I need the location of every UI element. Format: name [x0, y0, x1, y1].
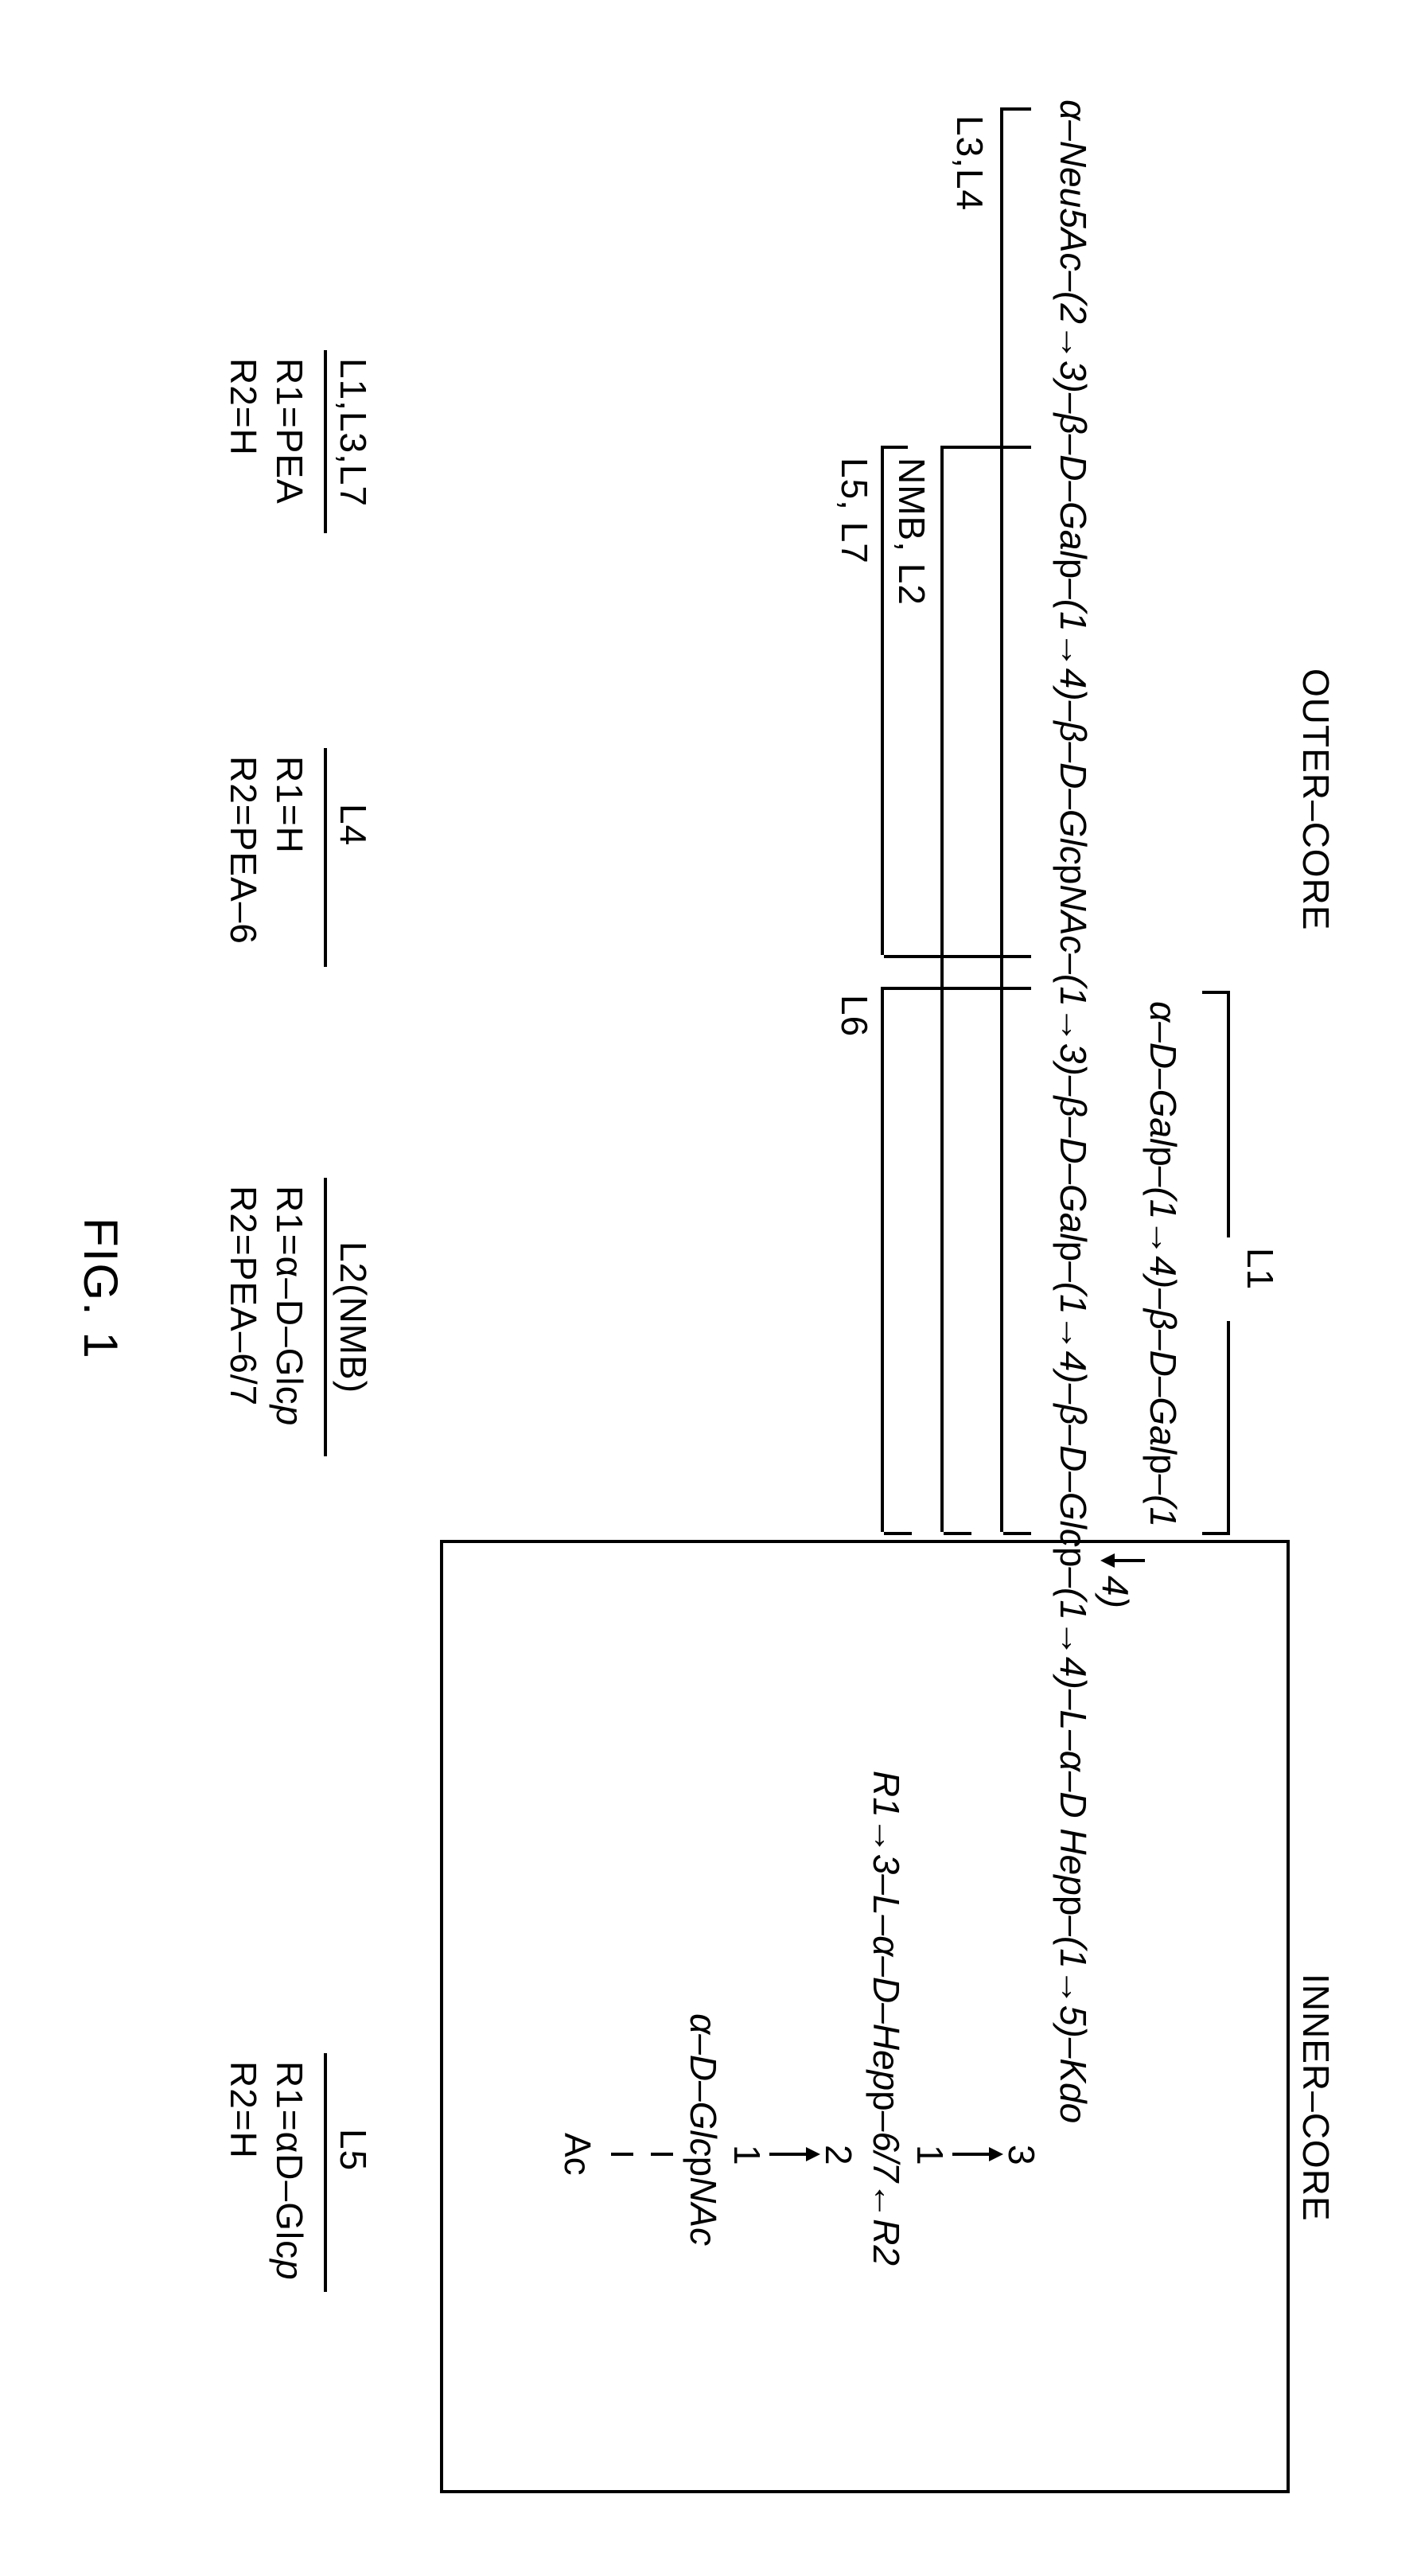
- mc-inp2: p: [1053, 1896, 1094, 1916]
- vchain-1a: 1: [909, 2145, 952, 2165]
- vchain-glc-a: α–D–Glc: [683, 2013, 724, 2157]
- top-branch-formula: α–D–Galp–(1→4)–β–D–Galp–(1: [1142, 1001, 1185, 1527]
- vchain-3: 3: [1000, 2145, 1043, 2165]
- top-branch-target-4: 4): [1094, 1576, 1137, 1608]
- tcol3-r1-p: p: [269, 1405, 310, 1426]
- tb-p1: p: [1143, 1146, 1184, 1167]
- figure-label: FIG. 1: [73, 1218, 128, 1360]
- vchain-mid-b: –6/7←R2: [866, 2111, 907, 2266]
- tcol3-r1-a: R1=α–D–Glc: [269, 1186, 310, 1405]
- vchain-arrow-2: [769, 2142, 820, 2166]
- mc-4: –(1→4)–: [1053, 1261, 1094, 1404]
- bracket-L6-left-v: [884, 987, 1031, 990]
- bracket-L3L4-label: L3,L4: [948, 115, 991, 211]
- bracket-L1-left-h: [1227, 991, 1230, 1237]
- vchain-arrow-1: [952, 2142, 1003, 2166]
- bracket-L1-label: L1: [1239, 1248, 1282, 1290]
- vchain-glc-nac: NAc: [683, 2177, 724, 2246]
- mc-p3: p: [1053, 1241, 1094, 1262]
- main-chain-formula: α–Neu5Ac–(2→3)–β–D–Galp–(1→4)–β–D–GlcpNA…: [1052, 99, 1095, 2123]
- tcol2-rule: [324, 748, 327, 967]
- tcol4-r2: R2=H: [222, 2061, 265, 2159]
- tcol2-head: L4: [332, 804, 375, 846]
- tcol1-rule: [324, 350, 327, 533]
- tcol4-r1: R1=αD–Glcp: [268, 2061, 311, 2280]
- vchain-ac: Ac: [556, 2133, 599, 2176]
- tcol1-r2: R2=H: [222, 358, 265, 456]
- mc-p1: p: [1053, 559, 1094, 579]
- top-branch-down-arrow: [1100, 1549, 1145, 1572]
- tcol4-rule: [324, 2053, 327, 2292]
- mc-p2: p: [1053, 864, 1094, 885]
- bracket-L5L7-left-v: [884, 446, 908, 449]
- vchain-glc: α–D–GlcpNAc: [682, 2013, 725, 2246]
- bracket-L3L4-left-v: [1003, 107, 1031, 111]
- vchain-2: 2: [817, 2145, 860, 2165]
- mc-1: α–Neu5Ac–(2→3)–β–D–Gal: [1053, 99, 1094, 559]
- outer-core-label: OUTER–CORE: [1294, 668, 1337, 930]
- bracket-L5L7-h: [881, 446, 884, 955]
- tcol1-r1: R1=PEA: [268, 358, 311, 505]
- inner-core-label: INNER–CORE: [1294, 1974, 1337, 2222]
- tb-a: α–D–Gal: [1143, 1001, 1184, 1146]
- mc-in3: –(1→5)–Kdo: [1053, 1915, 1094, 2123]
- tcol3-r1: R1=α–D–Glcp: [268, 1186, 311, 1425]
- vchain-dash-2: [611, 2153, 633, 2156]
- bracket-NMB-left-v: [944, 446, 1031, 449]
- vchain-1b: 1: [726, 2145, 769, 2165]
- vchain-mid-a: R1→3–L–α–D–Hep: [866, 1771, 907, 2091]
- bracket-L1-right-v: [1202, 1532, 1230, 1535]
- bracket-L6-right-v: [884, 1532, 912, 1535]
- bracket-L6-label: L6: [833, 995, 876, 1037]
- vchain-glc-p: p: [683, 2157, 724, 2177]
- mc-3: NAc–(1→3)–β–D–Gal: [1053, 885, 1094, 1241]
- bracket-L5L7-label: L5, L7: [833, 458, 876, 564]
- vchain-mid-p: p: [866, 2091, 907, 2111]
- bracket-L1-left-v: [1202, 991, 1230, 994]
- bracket-NMB-label: NMB, L2: [890, 458, 933, 606]
- mc-in2: –(1→4)–L–α–D Hep: [1053, 1567, 1094, 1895]
- diagram-canvas: OUTER–CORE INNER–CORE L1 α–D–Galp–(1→4)–…: [0, 0, 1417, 2576]
- tcol3-r2: R2=PEA–6/7: [222, 1186, 265, 1406]
- bracket-L1-right-h: [1227, 1321, 1230, 1532]
- bracket-L5L7-right-v: [884, 955, 1031, 958]
- vchain-midline: R1→3–L–α–D–Hepp–6/7←R2: [865, 1771, 908, 2266]
- tb-p2: p: [1143, 1454, 1184, 1475]
- tcol2-r1: R1=H: [268, 756, 311, 854]
- tb-end: –(1: [1143, 1475, 1184, 1527]
- tcol1-head: L1,L3,L7: [332, 358, 375, 507]
- tcol4-r1-p: p: [269, 2259, 310, 2280]
- bracket-L3L4-h: [1000, 107, 1003, 1532]
- vchain-dash-1: [651, 2153, 673, 2156]
- bracket-NMB-right-v: [944, 1532, 971, 1535]
- mc-2: –(1→4)–β–D–Glc: [1053, 579, 1094, 864]
- tcol4-head: L5: [332, 2129, 375, 2171]
- tcol2-r2: R2=PEA–6: [222, 756, 265, 945]
- tb-mid: –(1→4)–β–D–Gal: [1143, 1167, 1184, 1454]
- tcol3-head: L2(NMB): [332, 1241, 375, 1393]
- bracket-L6-h: [881, 987, 884, 1532]
- tcol4-r1-a: R1=αD–Glc: [269, 2061, 310, 2259]
- bracket-L3L4-right-v: [1003, 1532, 1031, 1535]
- mc-inp1: p: [1053, 1547, 1094, 1568]
- tcol3-rule: [324, 1178, 327, 1456]
- mc-in1: β–D–Glc: [1053, 1404, 1094, 1547]
